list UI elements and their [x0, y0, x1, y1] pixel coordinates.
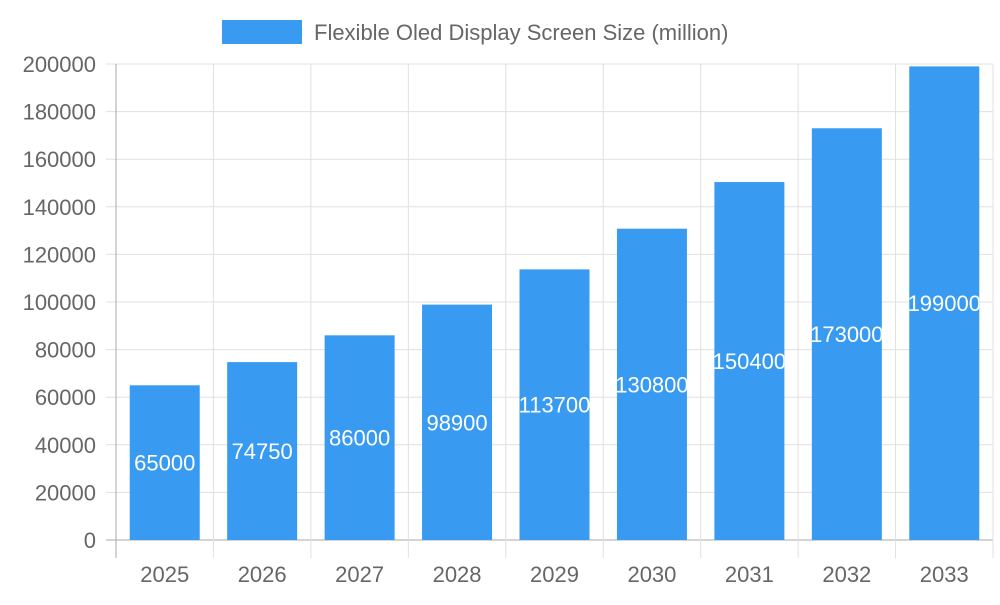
data-label: 74750	[232, 439, 293, 464]
y-tick-label: 160000	[23, 147, 96, 172]
data-label: 150400	[713, 349, 786, 374]
x-tick-label: 2030	[627, 562, 676, 587]
x-tick-label: 2033	[920, 562, 969, 587]
y-tick-label: 180000	[23, 100, 96, 125]
bar	[909, 66, 980, 540]
y-tick-label: 100000	[23, 290, 96, 315]
legend[interactable]: Flexible Oled Display Screen Size (milli…	[222, 20, 728, 45]
axes: 0 20000 40000 60000 80000 100000 120000 140000 1…	[23, 52, 969, 587]
x-tick-label: 2025	[140, 562, 189, 587]
bar	[422, 304, 493, 540]
y-tick-label: 140000	[23, 195, 96, 220]
data-label: 113700	[519, 393, 591, 418]
x-tick-label: 2029	[530, 562, 579, 587]
x-tick-label: 2031	[725, 562, 774, 587]
data-label: 86000	[329, 426, 390, 451]
bar	[519, 269, 590, 540]
y-tick-label: 0	[84, 528, 96, 553]
bars: 65000 74750 86000 98900 113700 130800 150400 17…	[129, 66, 981, 541]
data-label: 65000	[134, 451, 195, 476]
y-tick-label: 20000	[35, 480, 96, 505]
bar	[714, 182, 785, 540]
y-tick-label: 60000	[35, 385, 96, 410]
y-tick-label: 80000	[35, 338, 96, 363]
data-label: 199000	[908, 291, 981, 316]
legend-swatch	[222, 20, 302, 44]
bar	[324, 335, 395, 540]
y-tick-label: 40000	[35, 433, 96, 458]
bar	[811, 128, 882, 540]
x-tick-label: 2027	[335, 562, 384, 587]
data-label: 130800	[615, 372, 688, 397]
x-tick-label: 2032	[822, 562, 871, 587]
x-tick-label: 2026	[238, 562, 287, 587]
bar	[227, 362, 298, 540]
data-label: 173000	[810, 322, 883, 347]
bar	[616, 228, 687, 541]
x-tick-label: 2028	[433, 562, 482, 587]
bar	[129, 385, 200, 540]
data-label: 98900	[426, 410, 487, 435]
y-tick-label: 120000	[23, 242, 96, 267]
legend-label: Flexible Oled Display Screen Size (milli…	[314, 20, 728, 45]
y-tick-label: 200000	[23, 52, 96, 77]
